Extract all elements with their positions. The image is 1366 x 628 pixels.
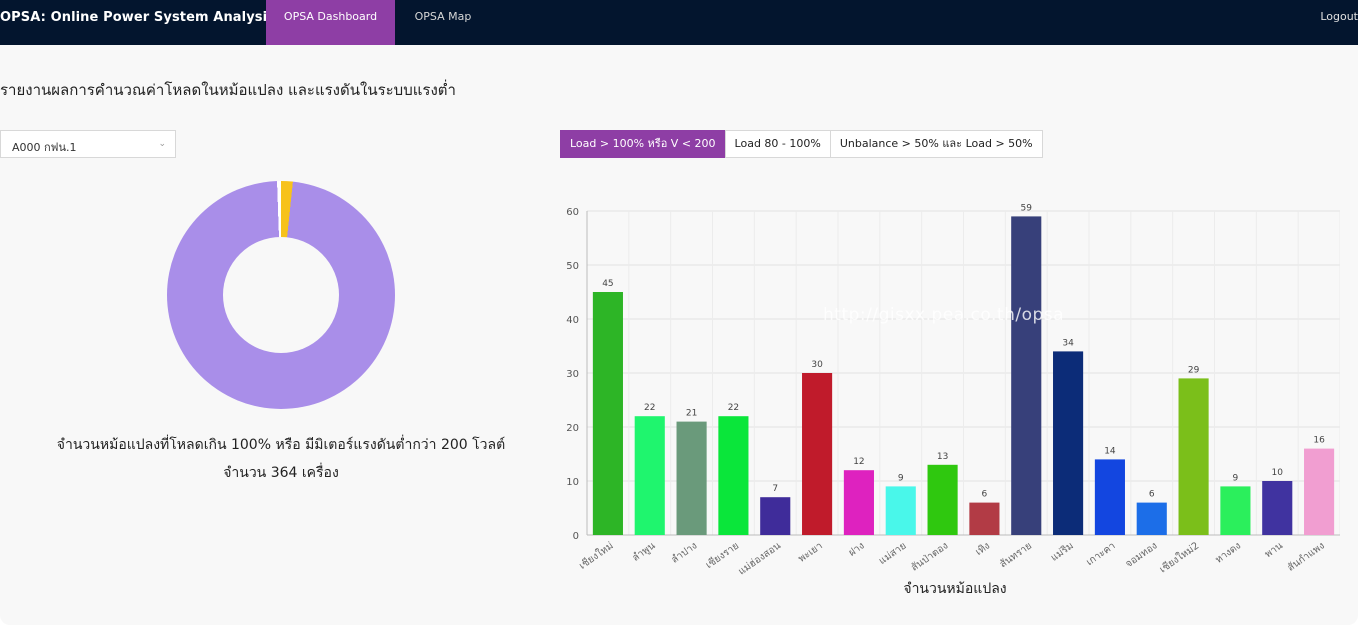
x-tick-label: แม่ฮ่องสอน [737, 540, 784, 575]
navbar: OPSA: Online Power System Analysis OPSA … [0, 0, 1358, 45]
bar-value-label: 59 [1021, 203, 1033, 213]
bar-value-label: 21 [686, 409, 697, 419]
filter-overload-button[interactable]: Load > 100% หรือ V < 200 [560, 130, 726, 158]
area-select[interactable]: A000 กฟน.1 ⌄ [0, 130, 176, 158]
y-tick-label: 60 [566, 207, 579, 218]
summary-line-2: จำนวน 364 เครื่อง [223, 465, 339, 481]
y-tick-label: 20 [566, 423, 579, 434]
filter-button-group: Load > 100% หรือ V < 200 Load 80 - 100% … [560, 130, 1043, 158]
x-tick-label: จอมทอง [1124, 540, 1160, 570]
bar [718, 416, 749, 535]
bar [592, 292, 623, 535]
bar-value-label: 22 [728, 403, 739, 413]
bar [1053, 351, 1084, 535]
y-tick-label: 10 [566, 477, 579, 488]
bar-value-label: 16 [1313, 436, 1325, 446]
x-tick-label: ฝาง [847, 540, 867, 558]
x-tick-label: สันทราย [998, 540, 1034, 570]
logout-link[interactable]: Logout [1320, 10, 1358, 23]
filter-load-80-100-button[interactable]: Load 80 - 100% [724, 130, 831, 158]
bar-value-label: 7 [772, 484, 778, 494]
bar [1262, 481, 1293, 535]
x-tick-label: พาน [1263, 540, 1285, 560]
bar-value-label: 6 [1149, 490, 1155, 500]
bar-value-label: 29 [1188, 365, 1200, 375]
bar-value-label: 30 [811, 360, 823, 370]
x-tick-label: เชียงใหม่2 [1157, 540, 1201, 575]
x-tick-label: ลำปาง [670, 540, 700, 565]
bar [634, 416, 665, 535]
x-tick-label: เกาะคา [1084, 540, 1117, 568]
x-tick-label: สันป่าตอง [909, 540, 950, 573]
bar-value-label: 45 [602, 279, 613, 289]
bar [1220, 486, 1251, 535]
x-tick-label: เชียงราย [703, 540, 741, 572]
bar-value-label: 6 [982, 490, 988, 500]
x-tick-label: หางดง [1214, 540, 1244, 565]
bar-value-label: 12 [853, 457, 864, 467]
bar [885, 486, 916, 535]
x-tick-label: เชียงใหม่ [577, 540, 616, 572]
y-tick-label: 0 [573, 531, 579, 542]
bar [1178, 378, 1209, 535]
bar [1094, 459, 1125, 535]
y-tick-label: 40 [566, 315, 579, 326]
bar-value-label: 9 [898, 473, 904, 483]
y-tick-label: 30 [566, 369, 579, 380]
bar-chart: 0 10 20 30 40 50 60 45 เชียงใหม่ 22 ลำพูน 21 ลำปาง 22… [566, 203, 1340, 575]
x-tick-label: พะเยา [796, 540, 824, 564]
filter-unbalance-button[interactable]: Unbalance > 50% และ Load > 50% [829, 130, 1043, 158]
donut-chart [167, 181, 395, 409]
y-tick-label: 50 [566, 261, 579, 272]
bar-value-label: 10 [1272, 468, 1284, 478]
x-tick-label: แม่ริม [1049, 540, 1076, 563]
bar [1136, 502, 1167, 535]
bar [802, 373, 833, 535]
x-tick-label: ลำพูน [631, 540, 658, 564]
chevron-down-icon: ⌄ [158, 139, 166, 149]
watermark-text: http://gisxx.pea.co.th/opsa [823, 305, 1065, 325]
app-brand[interactable]: OPSA: Online Power System Analysis [0, 10, 276, 25]
tab-opsa-dashboard[interactable]: OPSA Dashboard [266, 0, 395, 45]
x-axis-title: จำนวนหม้อแปลง [903, 581, 1007, 597]
bar [843, 470, 874, 535]
tab-opsa-map[interactable]: OPSA Map [414, 10, 472, 23]
x-tick-label: เทิง [974, 540, 993, 558]
summary-line-1: จำนวนหม้อแปลงที่โหลดเกิน 100% หรือ มีมิเ… [56, 437, 506, 453]
x-tick-label: แม่สาย [877, 540, 908, 567]
bar-value-label: 34 [1062, 338, 1074, 348]
x-tick-label: สันกำแพง [1286, 540, 1327, 573]
bar [969, 502, 1000, 535]
bar [1304, 448, 1335, 535]
page-title: รายงานผลการคำนวณค่าโหลดในหม้อแปลง และแรง… [0, 81, 456, 99]
bar [927, 464, 958, 535]
bar [1011, 216, 1042, 535]
bar-value-label: 14 [1104, 446, 1116, 456]
bar [676, 421, 707, 535]
bar-value-label: 13 [937, 452, 948, 462]
bar-value-label: 22 [644, 403, 655, 413]
area-select-value: A000 กฟน.1 [12, 141, 77, 154]
donut-hole [223, 237, 339, 353]
bar [760, 497, 791, 535]
bar-value-label: 9 [1233, 473, 1239, 483]
